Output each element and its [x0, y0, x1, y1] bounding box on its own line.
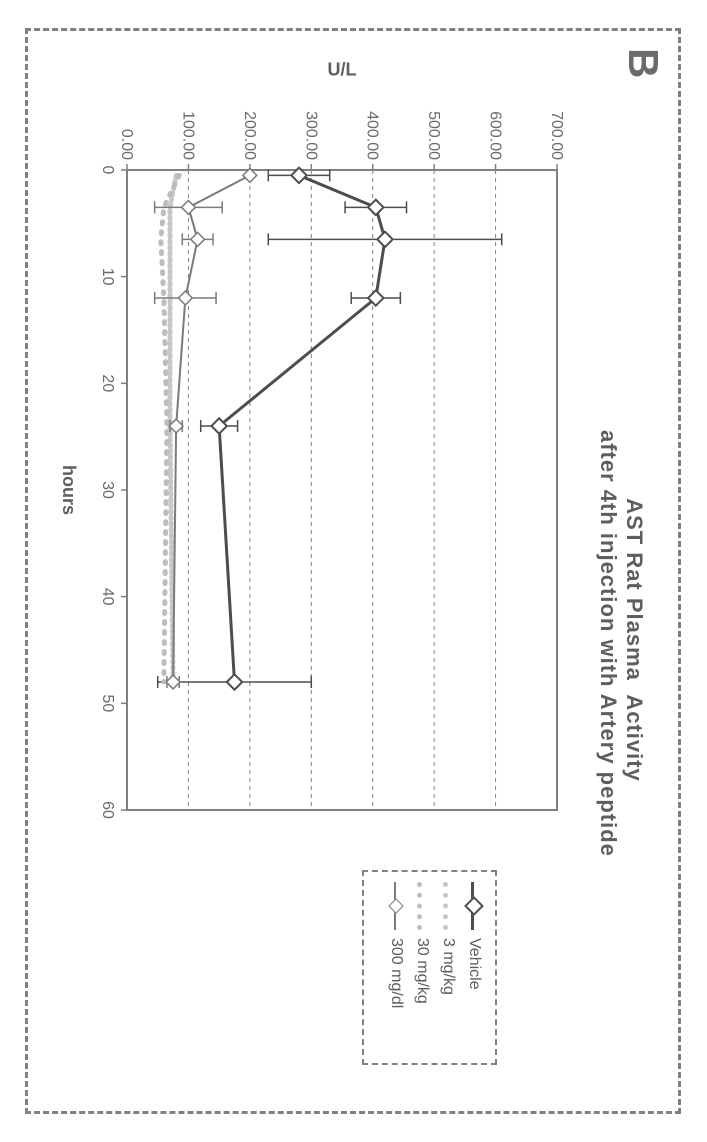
svg-text:30: 30 [99, 481, 116, 499]
legend: Vehicle 3 mg/kg 30 mg/kg 300 mg/dl [362, 870, 497, 1065]
legend-label: Vehicle [465, 938, 483, 990]
rotated-figure: B AST Rat Plasma Activity after 4th inje… [0, 0, 707, 1142]
x-axis-label: hours [58, 465, 79, 515]
svg-text:20: 20 [99, 374, 116, 392]
chart-plot: 0.00 100.00 200.00 300.00 400.00 500.00 600.00… [87, 100, 567, 820]
panel-label: B [619, 48, 667, 78]
svg-text:400.00: 400.00 [364, 111, 381, 160]
svg-text:700.00: 700.00 [548, 111, 565, 160]
legend-item: 30 mg/kg [409, 882, 435, 1053]
legend-label: 3 mg/kg [439, 938, 457, 995]
legend-item: Vehicle [461, 882, 487, 1053]
chart-title: AST Rat Plasma Activity after 4th inject… [595, 430, 647, 850]
legend-swatch [467, 882, 481, 930]
legend-swatch [415, 882, 429, 930]
y-axis-label: U/L [328, 60, 357, 81]
svg-text:0: 0 [99, 166, 116, 175]
svg-text:0.00: 0.00 [118, 129, 135, 160]
svg-text:200.00: 200.00 [241, 111, 258, 160]
legend-swatch [441, 882, 455, 930]
legend-item: 300 mg/dl [383, 882, 409, 1053]
svg-text:10: 10 [99, 268, 116, 286]
svg-text:500.00: 500.00 [425, 111, 442, 160]
legend-label: 30 mg/kg [413, 938, 431, 1004]
svg-text:60: 60 [99, 801, 116, 819]
svg-text:300.00: 300.00 [302, 111, 319, 160]
svg-text:40: 40 [99, 588, 116, 606]
svg-text:50: 50 [99, 694, 116, 712]
legend-item: 3 mg/kg [435, 882, 461, 1053]
legend-label: 300 mg/dl [387, 938, 405, 1008]
svg-text:100.00: 100.00 [179, 111, 196, 160]
svg-text:600.00: 600.00 [487, 111, 504, 160]
legend-swatch [389, 882, 403, 930]
